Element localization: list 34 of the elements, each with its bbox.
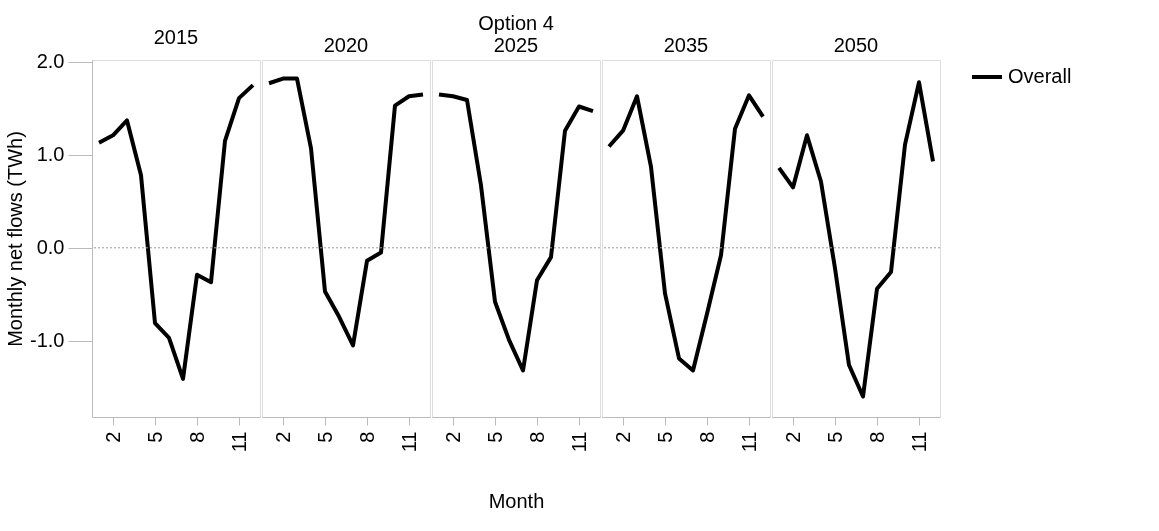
- x-axis-title: Month: [488, 490, 545, 513]
- text: Option 4: [478, 12, 554, 34]
- line-series: [97, 83, 255, 381]
- chart-title: 2050: [833, 34, 879, 56]
- x-tick-label: 5: [143, 431, 166, 443]
- x-tick-label: 11: [907, 431, 930, 453]
- x-tick-label: 8: [525, 431, 548, 443]
- x-tick-label: 8: [865, 431, 888, 443]
- y-tick-label: 0.0: [36, 236, 65, 259]
- x-tick-label: 8: [695, 431, 718, 443]
- x-tick-label: 5: [653, 431, 676, 443]
- x-tick-label: 2: [611, 431, 634, 443]
- x-tick-label: 2: [271, 431, 294, 443]
- chart-title: 2035: [663, 34, 709, 56]
- x-tick-label: 11: [737, 431, 760, 453]
- legend-label: Overall: [1008, 65, 1072, 87]
- y-tick-label: -1.0: [30, 329, 65, 352]
- x-tick-label: 5: [313, 431, 336, 443]
- x-tick-label: 8: [185, 431, 208, 443]
- x-tick-label: 2: [441, 431, 464, 443]
- chart-title: 2015: [153, 25, 199, 48]
- x-tick-label: 8: [355, 431, 378, 443]
- y-tick-label: 1.0: [36, 143, 65, 166]
- x-tick-label: 11: [227, 431, 250, 453]
- x-tick-label: 5: [823, 431, 846, 443]
- x-tick-label: 5: [483, 431, 506, 443]
- y-tick-label: 2.0: [36, 50, 65, 73]
- x-tick-label: 11: [567, 431, 590, 453]
- x-tick-label: 11: [397, 431, 420, 453]
- chart-title: 2020: [323, 34, 369, 56]
- x-tick-label: 2: [101, 431, 124, 443]
- chart-title: 2025: [493, 34, 539, 56]
- x-tick-label: 2: [781, 431, 804, 443]
- y-axis-title: Monthly net flows (TWh): [4, 131, 27, 347]
